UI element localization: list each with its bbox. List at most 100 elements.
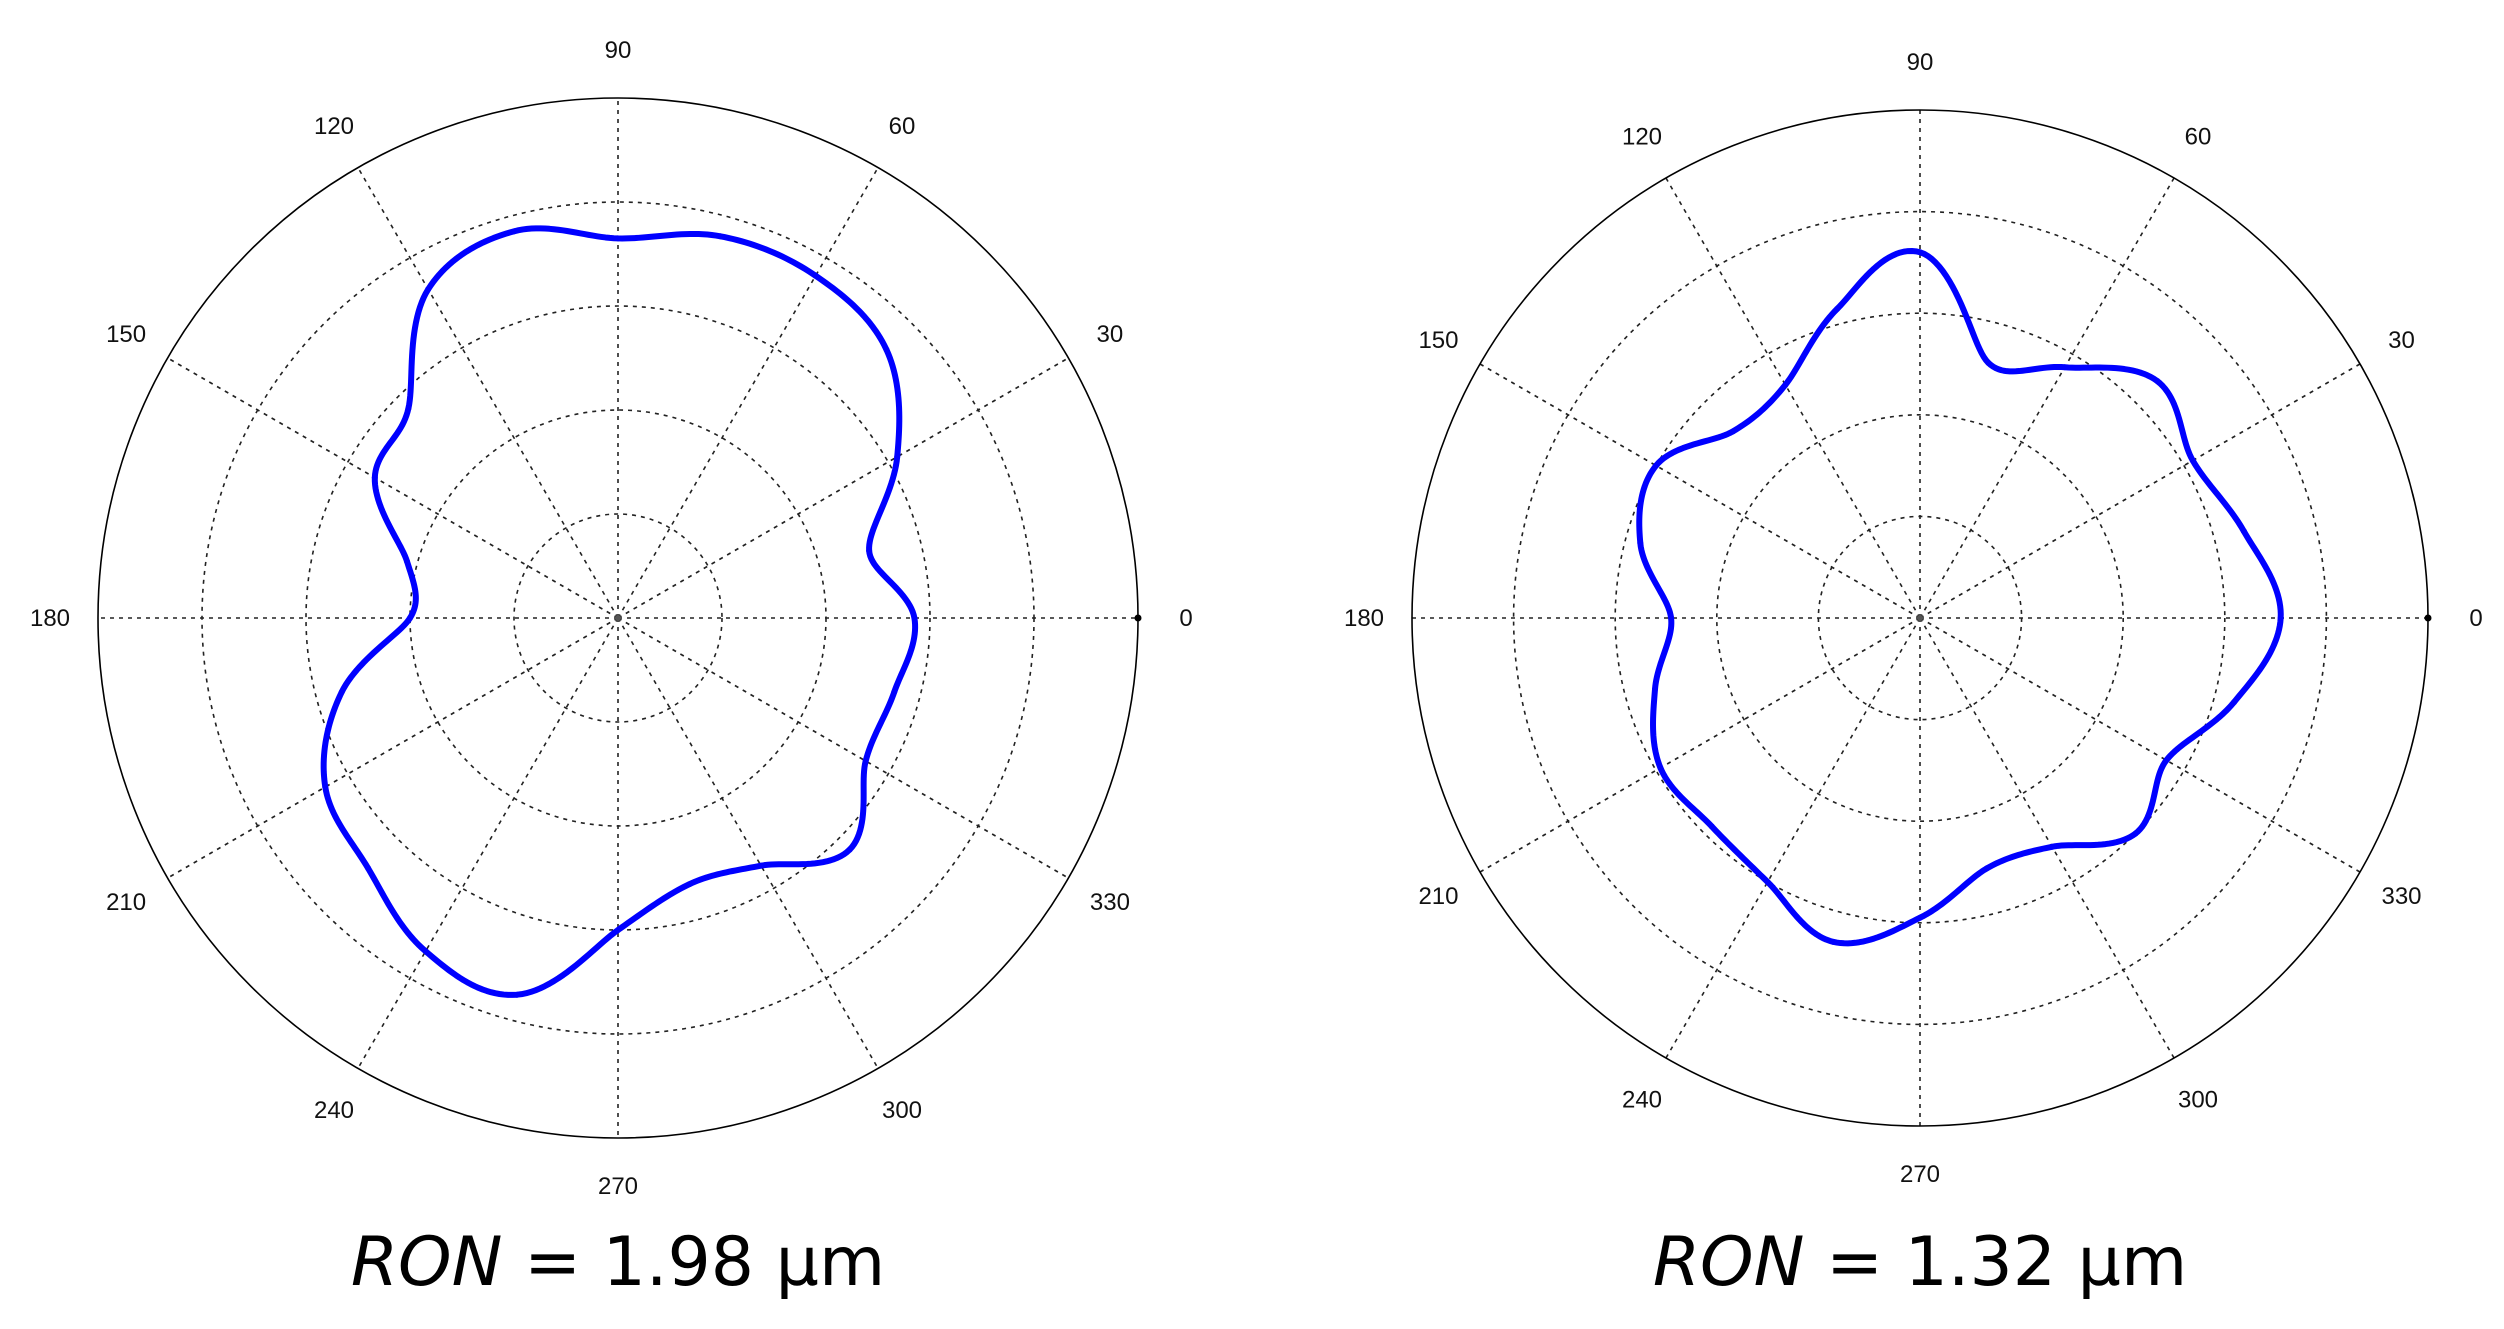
left-profile-point-270	[615, 927, 621, 933]
left-profile-point-75	[717, 233, 724, 240]
right-zero-marker	[2424, 614, 2432, 622]
left-profile-point-120	[425, 286, 432, 293]
right-profile-point-270	[1917, 914, 1923, 921]
left-profile-point-225	[364, 865, 371, 872]
right-profile-point-240	[1764, 878, 1771, 885]
right-profile-point-0	[2277, 615, 2284, 621]
left-profile-point-285	[686, 881, 693, 888]
right-profile-point-345	[2231, 699, 2238, 706]
right-angle-label-120: 120	[1622, 123, 1662, 150]
caption-left: RON = 1.98 µm	[351, 1223, 885, 1302]
right-profile-point-150	[1653, 462, 1660, 469]
left-zero-marker	[1134, 614, 1142, 622]
left-profile-point-210	[322, 784, 329, 790]
right-profile-point-105	[1834, 305, 1841, 312]
right-spoke-300	[1919, 617, 2175, 1059]
left-angle-label-240: 240	[314, 1097, 354, 1124]
left-center-marker	[615, 615, 621, 621]
right-spoke-240	[1665, 617, 1921, 1059]
right-profile-point-225	[1708, 823, 1715, 830]
left-spoke-330	[617, 617, 1069, 879]
left-spoke-120	[357, 167, 619, 619]
right-angle-label-180: 180	[1344, 605, 1384, 632]
right-profile-point-45	[2154, 377, 2161, 384]
right-profile-point-15	[2240, 528, 2247, 535]
left-profile-point-240	[422, 948, 429, 955]
left-angle-label-180: 180	[30, 605, 70, 632]
right-angle-label-300: 300	[2178, 1087, 2218, 1114]
left-angle-label-330: 330	[1090, 889, 1130, 916]
right-angle-label-90: 90	[1907, 49, 1934, 76]
left-angle-label-120: 120	[314, 113, 354, 140]
left-angle-label-270: 270	[598, 1173, 638, 1200]
left-profile-point-90	[615, 235, 621, 242]
right-spoke-60	[1919, 177, 2175, 619]
right-profile-point-195	[1652, 686, 1659, 692]
left-angle-label-30: 30	[1097, 321, 1124, 348]
left-profile-point-195	[338, 689, 345, 696]
right-spoke-120	[1665, 177, 1921, 619]
right-profile-point-285	[1984, 865, 1991, 872]
right-profile-point-210	[1657, 764, 1664, 771]
right-profile-point-120	[1782, 381, 1789, 388]
right-grid-ring-3	[1614, 312, 2226, 924]
right-angle-label-0: 0	[2469, 605, 2482, 632]
caption-left-value: = 1.98 µm	[502, 1223, 885, 1302]
left-spoke-150	[167, 357, 619, 619]
right-angle-label-60: 60	[2185, 123, 2212, 150]
right-spoke-30	[1919, 363, 2361, 619]
left-profile-point-315	[846, 846, 853, 853]
left-profile-point-45	[883, 346, 890, 353]
left-profile-point-180	[407, 615, 413, 621]
left-profile-point-330	[862, 758, 869, 764]
polar-plot-right: 0 30 60 90 120 150 180 210 240 270 300 330	[1344, 49, 2483, 1188]
right-profile-point-255	[1830, 938, 1837, 945]
left-spoke-60	[617, 167, 879, 619]
caption-right: RON = 1.32 µm	[1653, 1223, 2187, 1302]
caption-right-variable: RON	[1653, 1223, 1805, 1302]
left-profile-point-0	[911, 615, 918, 621]
right-angle-label-30: 30	[2388, 327, 2415, 354]
right-spoke-150	[1479, 363, 1921, 619]
left-angle-label-210: 210	[106, 889, 146, 916]
left-profile-point-30	[894, 453, 901, 460]
right-profile-point-165	[1637, 540, 1644, 547]
left-angle-label-90: 90	[605, 37, 632, 64]
right-spoke-210	[1479, 617, 1921, 873]
left-profile-point-135	[405, 405, 412, 412]
right-grid-ring-2	[1716, 413, 2125, 822]
left-profile-point-300	[758, 862, 764, 869]
left-profile-point-165	[404, 558, 411, 565]
left-spoke-30	[617, 357, 1069, 619]
right-angle-label-270: 270	[1900, 1161, 1940, 1188]
left-angle-label-300: 300	[882, 1097, 922, 1124]
right-profile-point-30	[2189, 457, 2196, 464]
left-profile-point-15	[866, 547, 873, 554]
right-angle-label-210: 210	[1418, 883, 1458, 910]
right-profile-point-330	[2163, 757, 2170, 764]
caption-right-value: = 1.32 µm	[1804, 1223, 2187, 1302]
left-spoke-240	[357, 617, 619, 1069]
right-angle-label-150: 150	[1418, 327, 1458, 354]
right-angle-label-240: 240	[1622, 1087, 1662, 1114]
right-angle-label-330: 330	[2381, 883, 2421, 910]
left-profile-point-345	[891, 689, 898, 696]
caption-left-variable: RON	[351, 1223, 503, 1302]
right-profile-point-180	[1668, 615, 1675, 621]
right-spoke-330	[1919, 617, 2361, 873]
right-profile-point-315	[2132, 830, 2139, 837]
right-profile-point-60	[2061, 364, 2068, 371]
left-angle-label-60: 60	[889, 113, 916, 140]
right-center-marker	[1917, 615, 1923, 621]
left-angle-label-0: 0	[1179, 605, 1192, 632]
left-profile-point-105	[511, 228, 518, 235]
left-profile-point-60	[812, 272, 819, 279]
left-profile-point-150	[371, 474, 378, 481]
left-profile-point-255	[514, 991, 521, 998]
right-roundness-profile	[1636, 247, 2284, 947]
right-profile-point-75	[1985, 359, 1992, 366]
left-spoke-210	[167, 617, 619, 879]
right-profile-point-300	[2049, 843, 2056, 850]
right-profile-point-135	[1730, 428, 1737, 435]
polar-plot-left: 0 30 60 90 120 150 180 210 240 270 300 330	[30, 37, 1193, 1200]
